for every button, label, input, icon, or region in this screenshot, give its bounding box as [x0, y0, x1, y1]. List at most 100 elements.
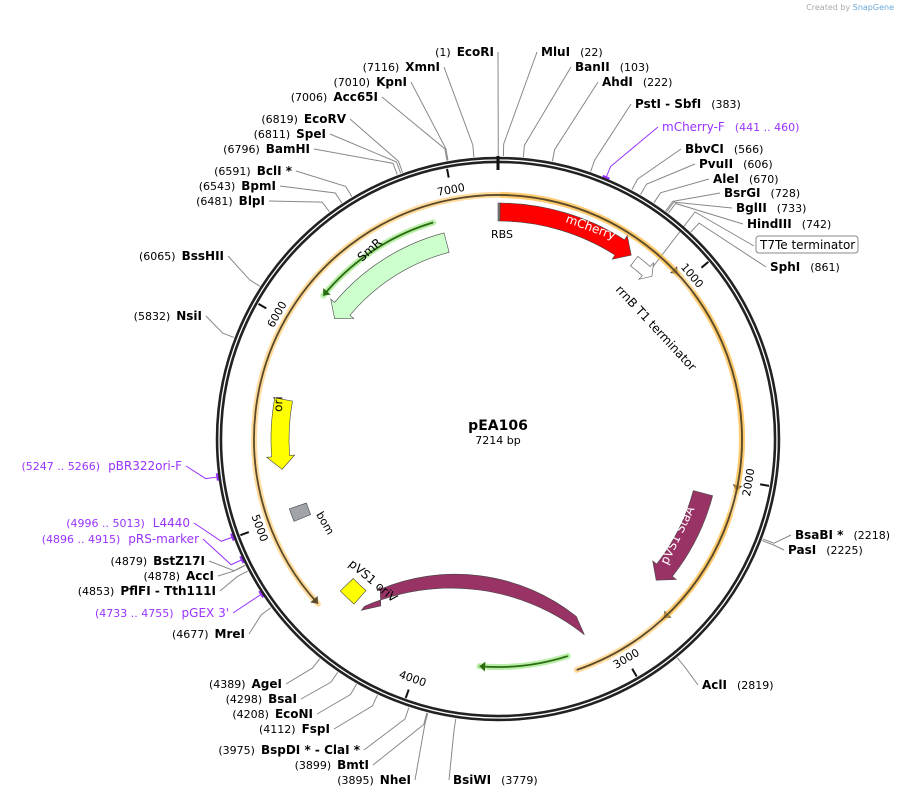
- site-label[interactable]: AleI (670): [713, 172, 779, 186]
- feature-arrow[interactable]: [652, 490, 714, 581]
- site-label[interactable]: (6481) BlpI: [196, 194, 265, 208]
- leader-line: [349, 118, 404, 173]
- primer-label[interactable]: (4733 .. 4755) pGEX 3': [95, 606, 229, 620]
- site-position: (2819): [737, 679, 774, 692]
- leader-line: [227, 255, 261, 287]
- feature-shape[interactable]: [288, 502, 312, 522]
- tick-label: 4000: [397, 668, 428, 690]
- site-position: (4298): [226, 693, 263, 706]
- site-label[interactable]: PstI - SbfI (383): [635, 97, 741, 111]
- feature-rrnb-t1-terminator[interactable]: [630, 255, 654, 280]
- site-label[interactable]: (4879) BstZ17I: [111, 554, 205, 568]
- site-label[interactable]: (4853) PflFI - Tth111I: [78, 584, 216, 598]
- site-label[interactable]: (6591) BclI *: [214, 164, 293, 178]
- feature-arrow[interactable]: [360, 573, 585, 636]
- site-name: FspI: [302, 722, 330, 736]
- orf-line: [479, 655, 569, 668]
- site-label[interactable]: (4677) MreI: [172, 627, 245, 641]
- primer-range: (4996 .. 5013): [66, 517, 145, 530]
- site-name: XmnI: [405, 60, 440, 74]
- feature-pvs1-oriv[interactable]: [339, 578, 367, 605]
- primer-label[interactable]: (4996 .. 5013) L4440: [66, 516, 190, 530]
- site-label[interactable]: (4208) EcoNI: [232, 707, 313, 721]
- site-position: (733): [777, 202, 807, 215]
- feature-smr[interactable]: [330, 232, 450, 319]
- feature-rbs[interactable]: [497, 202, 501, 222]
- site-name: MluI: [541, 45, 570, 59]
- feature-arrow[interactable]: [499, 202, 632, 260]
- leader-line: [300, 671, 339, 700]
- site-label[interactable]: (7116) XmnI: [363, 60, 440, 74]
- site-label[interactable]: (6543) BpmI: [199, 179, 276, 193]
- site-position: (566): [734, 143, 764, 156]
- site-label[interactable]: (3895) NheI: [337, 773, 411, 787]
- boxed-label-t7te-terminator[interactable]: T7Te terminator: [759, 238, 855, 252]
- features[interactable]: [265, 202, 714, 636]
- site-label[interactable]: (4298) BsaI: [226, 692, 297, 706]
- backbone-ring: [215, 156, 781, 722]
- site-position: (3779): [501, 774, 538, 787]
- plasmid-length: 7214 bp: [475, 434, 520, 447]
- site-label[interactable]: (7010) KpnI: [334, 75, 407, 89]
- leader-line: [217, 565, 246, 577]
- feature-label: ori: [271, 396, 286, 412]
- feature-mcherry[interactable]: [499, 202, 632, 260]
- site-label[interactable]: AhdI (222): [602, 75, 672, 89]
- site-name: SphI: [770, 260, 800, 274]
- site-label[interactable]: (3975) BspDI * - ClaI *: [218, 743, 360, 757]
- site-label[interactable]: (3899) BmtI: [295, 758, 369, 772]
- site-label[interactable]: (6811) SpeI: [254, 127, 326, 141]
- primer-label[interactable]: (4896 .. 4915) pRS-marker: [42, 532, 199, 546]
- site-name: BlpI: [239, 194, 265, 208]
- site-label[interactable]: (4389) AgeI: [209, 677, 282, 691]
- site-label[interactable]: AclI (2819): [702, 678, 774, 692]
- site-label[interactable]: BanII (103): [575, 60, 649, 74]
- site-position: (222): [643, 76, 673, 89]
- leader-line: [285, 658, 321, 685]
- feature-shape[interactable]: [497, 202, 501, 222]
- primer-label[interactable]: (5247 .. 5266) pBR322ori-F: [22, 459, 183, 473]
- site-name: BspDI * - ClaI *: [261, 743, 361, 757]
- site-label[interactable]: (7006) Acc65I: [291, 90, 378, 104]
- site-label[interactable]: MluI (22): [541, 45, 603, 59]
- site-position: (1): [435, 46, 451, 59]
- feature-pvs1-staa[interactable]: [652, 490, 714, 581]
- leader-line: [665, 192, 721, 212]
- feature-label: RBS: [491, 228, 513, 241]
- tick-mark: [759, 483, 770, 487]
- feature-bom[interactable]: [288, 502, 312, 522]
- site-name: BssHII: [182, 249, 224, 263]
- feature-pvs1-repa[interactable]: [360, 573, 585, 636]
- feature-arrow[interactable]: [265, 397, 296, 470]
- primer-name: L4440: [153, 516, 190, 530]
- leader-line: [295, 170, 353, 197]
- feature-arrow[interactable]: [330, 232, 450, 319]
- leader-line: [185, 465, 218, 480]
- site-label[interactable]: HindIII (742): [747, 217, 831, 231]
- site-label[interactable]: BsrGI (728): [724, 186, 800, 200]
- feature-arrow[interactable]: [630, 255, 654, 280]
- feature-ori[interactable]: [265, 397, 296, 470]
- site-label[interactable]: (6796) BamHI: [223, 142, 310, 156]
- site-label[interactable]: BsaBI * (2218): [795, 528, 890, 542]
- site-label[interactable]: (1) EcoRI: [435, 45, 494, 59]
- orf-arrowhead: [310, 595, 318, 604]
- site-position: (383): [711, 98, 741, 111]
- leader-line: [590, 103, 632, 172]
- orf-arrows: [251, 192, 745, 673]
- site-label[interactable]: PvuII (606): [699, 157, 773, 171]
- site-label[interactable]: PasI (2225): [788, 543, 863, 557]
- tick-mark: [240, 531, 250, 537]
- site-label[interactable]: (6065) BssHII: [139, 249, 224, 263]
- site-label[interactable]: BsiWI (3779): [453, 773, 538, 787]
- site-label[interactable]: (4112) FspI: [259, 722, 330, 736]
- site-label[interactable]: (5832) NsiI: [134, 309, 202, 323]
- site-label[interactable]: BbvCI (566): [685, 142, 763, 156]
- site-label[interactable]: SphI (861): [770, 260, 840, 274]
- tick-label: 7000: [436, 181, 466, 199]
- site-label[interactable]: (4878) AccI: [143, 569, 214, 583]
- primer-label[interactable]: mCherry-F (441 .. 460): [662, 120, 799, 134]
- site-label[interactable]: (6819) EcoRV: [261, 112, 346, 126]
- site-label[interactable]: BglII (733): [736, 201, 806, 215]
- feature-shape[interactable]: [339, 578, 367, 605]
